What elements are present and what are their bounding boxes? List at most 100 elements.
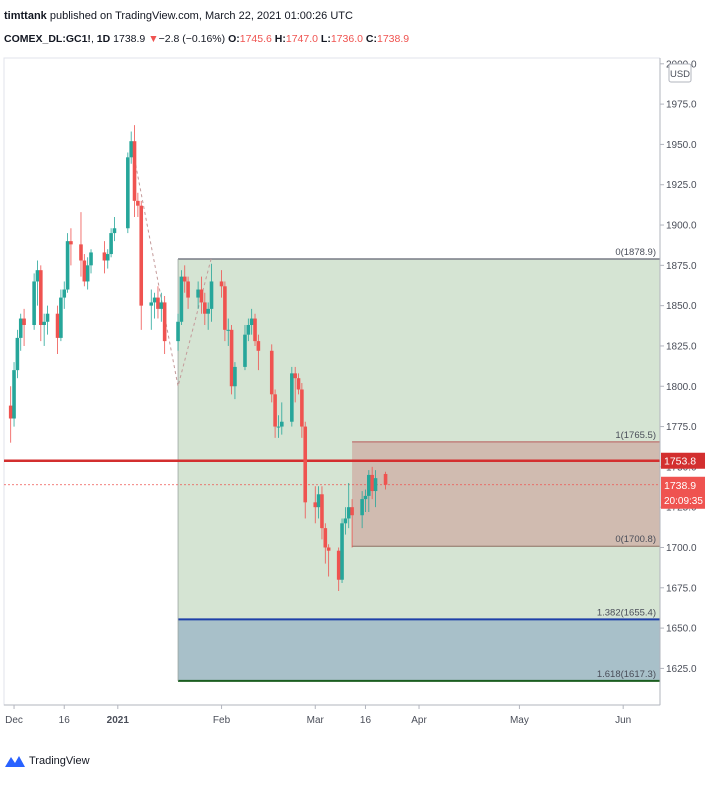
candle-body bbox=[300, 389, 304, 427]
candle-body bbox=[182, 276, 187, 282]
candle bbox=[253, 313, 257, 346]
price-tick-label: 1875.0 bbox=[666, 261, 697, 272]
candle-body bbox=[156, 297, 160, 309]
candle-body bbox=[176, 321, 180, 342]
time-tick-label: Dec bbox=[5, 715, 23, 726]
level-label-fib-1382: 1.382(1655.4) bbox=[597, 607, 656, 618]
candle bbox=[35, 260, 40, 306]
candle bbox=[39, 265, 43, 342]
candle bbox=[223, 281, 227, 342]
interval: 1D bbox=[96, 33, 111, 45]
candle-body bbox=[39, 270, 43, 325]
candle bbox=[79, 212, 83, 277]
candle bbox=[82, 254, 87, 287]
change-value: −2.8 (−0.16%) bbox=[158, 33, 226, 45]
candle bbox=[209, 263, 214, 322]
price-tick-label: 1650.0 bbox=[666, 624, 697, 635]
candle-body bbox=[256, 341, 261, 351]
candle bbox=[139, 200, 144, 330]
candle bbox=[226, 318, 231, 346]
candle-body bbox=[179, 276, 184, 322]
candle bbox=[18, 313, 23, 351]
candle bbox=[300, 383, 304, 438]
candle-body bbox=[296, 378, 301, 390]
candle-body bbox=[65, 241, 70, 290]
currency-box bbox=[668, 63, 692, 83]
candle bbox=[243, 324, 247, 371]
tradingview-footer[interactable]: TradingView bbox=[4, 754, 90, 768]
candle-body bbox=[22, 318, 26, 325]
price-tick-label: 1950.0 bbox=[666, 140, 697, 151]
candle bbox=[326, 544, 331, 577]
candle bbox=[293, 366, 297, 403]
tradingview-brand: TradingView bbox=[29, 755, 90, 767]
candle-body bbox=[62, 289, 67, 298]
candle-body bbox=[152, 297, 157, 303]
candle bbox=[367, 470, 371, 513]
candle-body bbox=[102, 252, 107, 261]
candle-body bbox=[126, 157, 130, 229]
candle bbox=[199, 276, 204, 314]
candle-body bbox=[367, 474, 371, 496]
candle-body bbox=[313, 502, 318, 508]
candle-body bbox=[209, 281, 214, 309]
candle bbox=[8, 386, 13, 443]
price-tick-label: 1700.0 bbox=[666, 543, 697, 554]
candle bbox=[249, 308, 254, 335]
candle bbox=[296, 373, 301, 395]
candle bbox=[85, 257, 90, 290]
candle-body bbox=[350, 507, 354, 516]
candle bbox=[126, 152, 130, 234]
level-label-fib-2-level-0: 0(1700.8) bbox=[615, 534, 656, 545]
candle-body bbox=[373, 478, 378, 492]
candle bbox=[65, 233, 70, 293]
candle bbox=[112, 216, 117, 242]
low-label: L: bbox=[320, 33, 331, 45]
candle bbox=[233, 362, 237, 400]
candle-body bbox=[15, 337, 20, 371]
candle-body bbox=[226, 329, 231, 331]
candle bbox=[62, 281, 67, 309]
candle-body bbox=[293, 373, 297, 379]
level-label-fib-1618: 1.618(1617.3) bbox=[597, 669, 656, 680]
high-label: H: bbox=[274, 33, 286, 45]
candle bbox=[102, 241, 107, 274]
fib-red-zone bbox=[352, 441, 660, 547]
candle-body bbox=[303, 426, 308, 503]
candle bbox=[182, 265, 187, 293]
candle-body bbox=[35, 270, 40, 282]
candle-body bbox=[336, 550, 341, 580]
time-tick-label: May bbox=[510, 715, 529, 726]
candle-body bbox=[186, 281, 190, 298]
candle bbox=[383, 471, 388, 490]
low-value: 1736.0 bbox=[330, 33, 363, 45]
candle bbox=[279, 402, 284, 435]
candle-body bbox=[89, 252, 93, 266]
down-arrow-icon: ▼ bbox=[148, 33, 159, 45]
time-tick-label: Jun bbox=[615, 715, 631, 726]
price-tick-label: 1925.0 bbox=[666, 180, 697, 191]
candle bbox=[256, 334, 261, 371]
candle-body bbox=[249, 318, 254, 325]
author-name: timttank bbox=[4, 10, 47, 22]
candle bbox=[229, 324, 234, 395]
candle bbox=[206, 302, 210, 330]
candle-body bbox=[105, 254, 110, 261]
candle bbox=[340, 518, 344, 583]
candle bbox=[273, 389, 277, 438]
candle-body bbox=[109, 233, 113, 255]
price-tick-label: 1975.0 bbox=[666, 100, 697, 111]
candle bbox=[320, 486, 324, 540]
price-tick-label: 1825.0 bbox=[666, 341, 697, 352]
candle bbox=[246, 318, 251, 342]
open-label: O: bbox=[228, 33, 240, 45]
candle-body bbox=[129, 141, 133, 158]
candle bbox=[343, 507, 348, 535]
candle-body bbox=[363, 495, 368, 500]
candle bbox=[196, 281, 200, 309]
candle bbox=[162, 295, 167, 355]
time-tick-label: 16 bbox=[59, 715, 71, 726]
price-tick-label: 1775.0 bbox=[666, 422, 697, 433]
candle bbox=[132, 125, 137, 217]
